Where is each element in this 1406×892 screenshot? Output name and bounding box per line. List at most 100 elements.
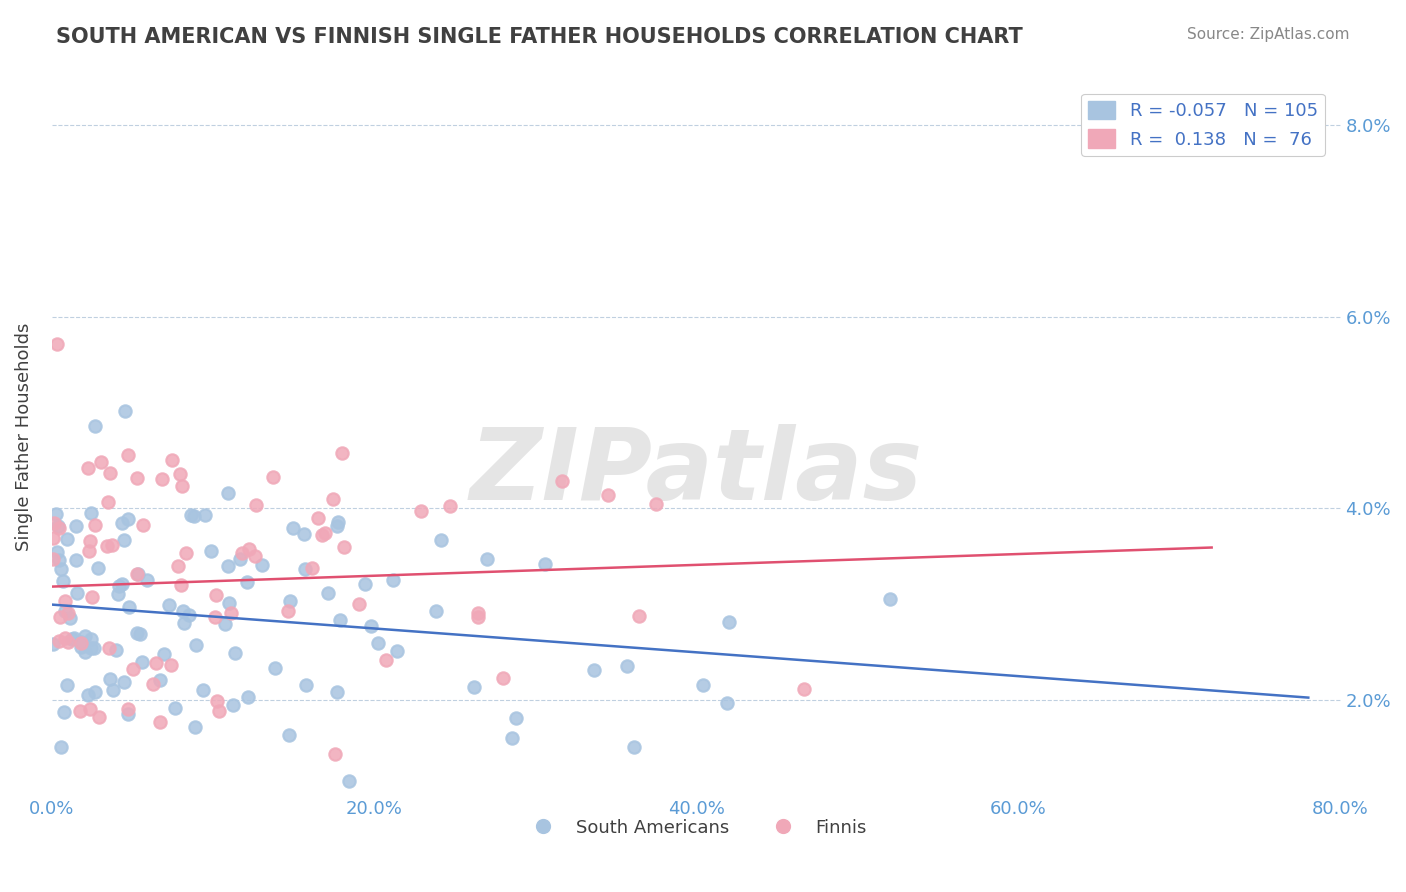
Point: [172, 604, 194, 618]
Point: [533, 557, 555, 571]
Point: [183, 509, 205, 524]
Point: [217, 485, 239, 500]
Point: [333, 540, 356, 554]
Point: [582, 663, 605, 677]
Point: [174, 546, 197, 560]
Point: [97, 641, 120, 656]
Point: [114, 404, 136, 418]
Point: [165, 701, 187, 715]
Point: [96, 539, 118, 553]
Point: [49, 562, 72, 576]
Point: [218, 597, 240, 611]
Point: [77, 544, 100, 558]
Point: [326, 519, 349, 533]
Point: [77, 689, 100, 703]
Point: [73, 645, 96, 659]
Point: [97, 495, 120, 509]
Point: [69, 634, 91, 648]
Point: [236, 690, 259, 704]
Point: [360, 619, 382, 633]
Point: [200, 543, 222, 558]
Point: [177, 607, 200, 622]
Point: [644, 498, 666, 512]
Text: Source: ZipAtlas.com: Source: ZipAtlas.com: [1187, 27, 1350, 42]
Point: [84, 517, 107, 532]
Point: [83, 640, 105, 655]
Point: [79, 632, 101, 647]
Point: [718, 615, 741, 629]
Point: [283, 521, 305, 535]
Point: [375, 653, 398, 667]
Point: [52, 574, 75, 588]
Point: [322, 491, 344, 506]
Text: SOUTH AMERICAN VS FINNISH SINGLE FATHER HOUSEHOLDS CORRELATION CHART: SOUTH AMERICAN VS FINNISH SINGLE FATHER …: [56, 27, 1024, 46]
Point: [793, 681, 815, 696]
Point: [135, 573, 157, 587]
Point: [204, 609, 226, 624]
Point: [330, 446, 353, 460]
Point: [367, 635, 389, 649]
Point: [214, 617, 236, 632]
Point: [263, 661, 285, 675]
Point: [53, 604, 76, 618]
Point: [501, 731, 523, 745]
Point: [716, 696, 738, 710]
Point: [347, 597, 370, 611]
Point: [111, 577, 134, 591]
Point: [439, 499, 461, 513]
Point: [221, 606, 243, 620]
Point: [117, 448, 139, 462]
Point: [294, 562, 316, 576]
Point: [127, 566, 149, 581]
Point: [55, 678, 77, 692]
Point: [596, 488, 619, 502]
Point: [316, 586, 339, 600]
Point: [87, 561, 110, 575]
Point: [381, 573, 404, 587]
Point: [262, 470, 284, 484]
Point: [56, 606, 79, 620]
Point: [278, 593, 301, 607]
Point: [111, 516, 134, 530]
Point: [101, 683, 124, 698]
Point: [56, 635, 79, 649]
Point: [505, 711, 527, 725]
Point: [385, 644, 408, 658]
Point: [70, 636, 93, 650]
Point: [83, 685, 105, 699]
Point: [467, 606, 489, 620]
Point: [45, 544, 67, 558]
Point: [160, 453, 183, 467]
Point: [117, 512, 139, 526]
Point: [301, 561, 323, 575]
Point: [425, 604, 447, 618]
Point: [616, 659, 638, 673]
Point: [238, 541, 260, 556]
Text: ZIPatlas: ZIPatlas: [470, 424, 922, 521]
Point: [150, 817, 173, 831]
Point: [82, 590, 104, 604]
Point: [42, 636, 65, 650]
Point: [160, 658, 183, 673]
Point: [250, 558, 273, 572]
Point: [70, 640, 93, 654]
Point: [107, 587, 129, 601]
Point: [325, 747, 347, 761]
Point: [311, 528, 333, 542]
Point: [131, 655, 153, 669]
Point: [65, 553, 87, 567]
Point: [467, 610, 489, 624]
Point: [184, 720, 207, 734]
Point: [66, 836, 89, 850]
Point: [551, 474, 574, 488]
Point: [44, 516, 66, 530]
Point: [79, 533, 101, 548]
Point: [307, 511, 329, 525]
Point: [245, 498, 267, 512]
Point: [142, 677, 165, 691]
Point: [191, 683, 214, 698]
Point: [150, 472, 173, 486]
Point: [104, 643, 127, 657]
Point: [194, 508, 217, 522]
Point: [149, 673, 172, 688]
